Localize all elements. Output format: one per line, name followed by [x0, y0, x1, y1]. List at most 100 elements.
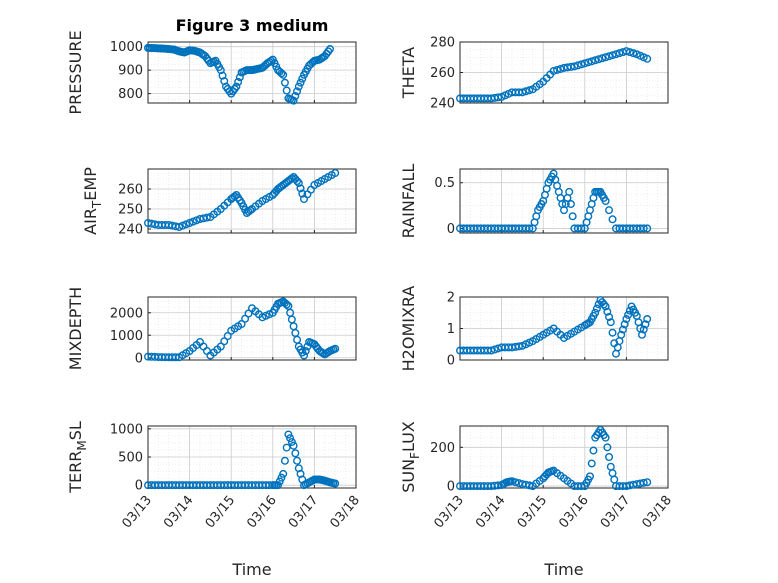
data-point [301, 347, 310, 356]
data-point [289, 441, 298, 450]
x-tick-label: 03/14 [161, 493, 197, 531]
data-point [570, 62, 579, 71]
axes-box [459, 425, 669, 489]
data-point [293, 87, 302, 96]
data-point [511, 478, 520, 487]
data-point [287, 437, 296, 446]
axes-box [147, 168, 357, 234]
panel-1: 240 260 280 THETA [399, 36, 669, 112]
x-axis-label: Time [543, 560, 583, 579]
y-axis-label: AIRTEMP [81, 167, 104, 235]
data-point [279, 469, 288, 478]
data-point [294, 178, 303, 187]
data-point [641, 320, 650, 329]
data-point [284, 430, 293, 439]
data-point [331, 479, 340, 488]
y-axis-label: THETA [399, 47, 418, 99]
x-tick-label: 03/18 [327, 493, 363, 531]
data-point [494, 93, 503, 102]
data-point [601, 302, 610, 311]
panel-7: 0 200 03/13 03/14 03/15 03/16 03/17 03/18 SUNFLU… [399, 421, 675, 579]
data-point [298, 189, 307, 198]
data-point [487, 346, 496, 355]
data-point [280, 456, 289, 465]
y-tick-label: 1000 [110, 422, 143, 437]
data-point [639, 224, 648, 233]
series-markers [143, 430, 340, 490]
data-point [624, 310, 633, 319]
axes-box [147, 41, 357, 104]
data-point [622, 47, 631, 56]
data-point [565, 187, 574, 196]
data-point [518, 88, 527, 97]
panel-0: 800 900 1000 PRESSURE [66, 30, 357, 115]
data-point [577, 224, 586, 233]
data-point [568, 212, 577, 221]
panel-3: 0 0.5 RAINFALL [399, 164, 669, 238]
y-tick-label: 280 [430, 36, 455, 51]
data-point [580, 59, 589, 68]
data-point [296, 184, 305, 193]
data-point [587, 57, 596, 66]
y-tick-label: 500 [118, 451, 143, 466]
data-point [612, 50, 621, 59]
x-tick-label: 03/15 [515, 493, 551, 531]
data-point [601, 433, 610, 442]
data-point [605, 312, 614, 321]
series-markers [456, 169, 652, 233]
data-point [592, 304, 601, 313]
x-tick-label: 03/14 [473, 493, 509, 531]
axes-box [459, 168, 669, 234]
data-point [615, 49, 624, 58]
data-point [280, 78, 289, 87]
data-point [584, 58, 593, 67]
y-tick-label: 0 [135, 351, 143, 366]
y-axis-label: TERRMSL [66, 421, 89, 494]
data-point [279, 70, 288, 79]
data-point [605, 206, 614, 215]
y-tick-label: 900 [118, 64, 143, 79]
data-point [618, 325, 627, 334]
data-point [643, 224, 652, 233]
y-tick-label: 0 [135, 479, 143, 494]
x-axis-label: Time [231, 560, 271, 579]
y-tick-label: 0.5 [434, 176, 455, 191]
data-point [525, 224, 534, 233]
y-tick-label: 240 [430, 97, 455, 112]
y-tick-label: 0 [447, 222, 455, 237]
panel-2: 240 250 260 AIRTEMP [81, 167, 357, 238]
y-tick-label: 240 [118, 223, 143, 238]
data-point [643, 54, 652, 63]
x-tick-label: 03/15 [203, 493, 239, 531]
data-point [643, 478, 652, 487]
data-point [282, 86, 291, 95]
y-axis-label: SUNFLUX [399, 421, 422, 493]
data-point [514, 342, 523, 351]
data-point [275, 477, 284, 486]
data-point [294, 82, 303, 91]
data-point [525, 86, 534, 95]
y-tick-label: 260 [118, 183, 143, 198]
panel-4: 0 1000 2000 MIXDEPTH [66, 287, 357, 370]
series-markers [143, 43, 335, 105]
axes-box [147, 296, 357, 361]
data-point [293, 176, 302, 185]
y-tick-label: 250 [118, 203, 143, 218]
data-point [171, 353, 180, 362]
data-point [577, 60, 586, 69]
data-point [622, 315, 631, 324]
data-point [282, 300, 291, 309]
data-point [617, 330, 626, 339]
data-point [490, 345, 499, 354]
x-tick-label: 03/17 [598, 493, 634, 531]
data-point [601, 53, 610, 62]
data-point [289, 96, 298, 105]
data-point [277, 473, 286, 482]
x-tick-label: 03/17 [286, 493, 322, 531]
data-point [291, 91, 300, 100]
data-point [639, 478, 648, 487]
data-point [608, 328, 617, 337]
series-markers [456, 47, 652, 103]
series-markers [143, 168, 340, 231]
